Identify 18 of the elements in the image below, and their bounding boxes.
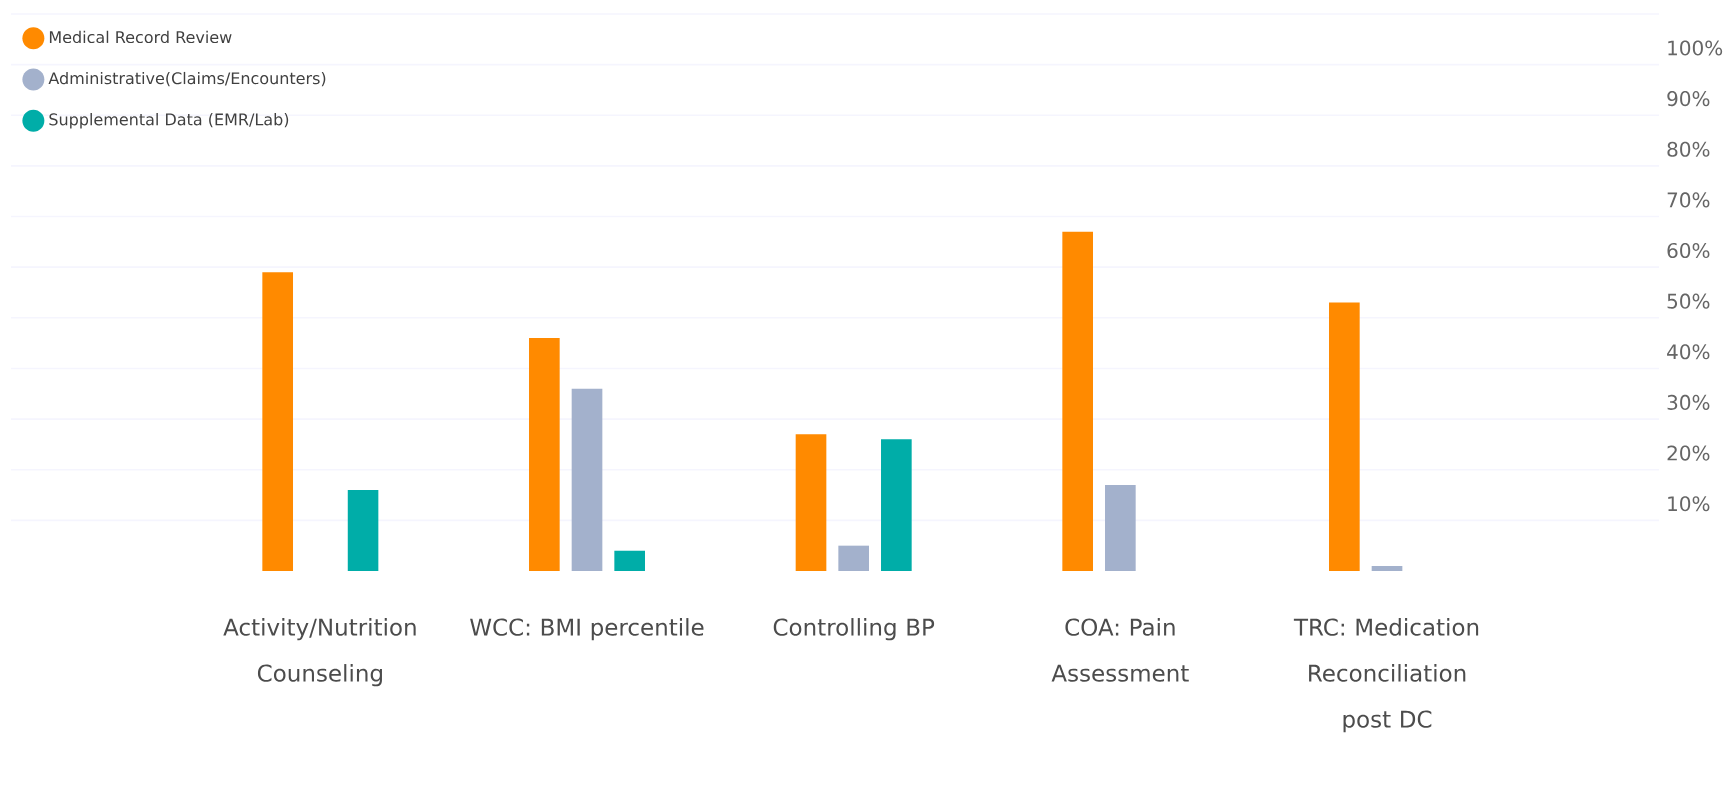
- x-tick-label: Activity/Nutrition Counseling: [223, 618, 416, 687]
- y-tick-label: 10%: [1668, 496, 1710, 512]
- y-tick-label: 40%: [1667, 344, 1710, 360]
- x-tick-label: Controlling BP: [773, 618, 935, 641]
- y-tick-label: 30%: [1667, 394, 1710, 411]
- y-tick-label: 50%: [1667, 293, 1710, 309]
- legend-label: Administrative(Claims/Encounters): [48, 71, 326, 87]
- category-label: COA: Pain Assessment: [1051, 618, 1189, 682]
- y-tick-label: 70%: [1667, 192, 1710, 208]
- y-tick-label: 100%: [1668, 40, 1723, 56]
- y-tick-label: 20%: [1667, 445, 1710, 461]
- category-label: TRC: Medication Reconciliation post DC: [1293, 618, 1479, 733]
- x-tick-label: WCC: BMI percentile: [470, 618, 704, 641]
- y-tick-label: 80%: [1667, 141, 1710, 157]
- y-tick-label: 90%: [1667, 91, 1710, 107]
- legend-label: Medical Record Review: [49, 30, 232, 44]
- legend-label: Supplemental Data (EMR/Lab): [49, 113, 289, 129]
- y-tick-label: 60%: [1667, 242, 1710, 259]
